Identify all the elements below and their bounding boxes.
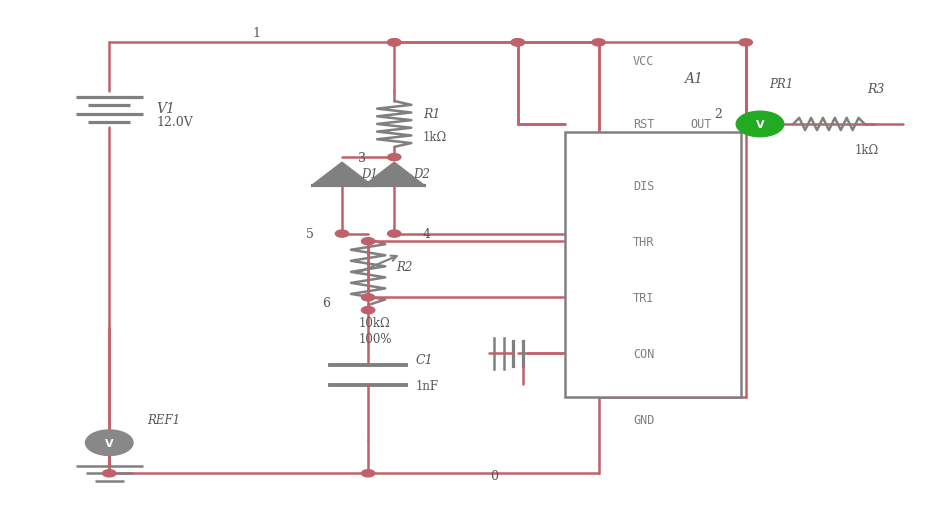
Text: 12.0V: 12.0V <box>157 116 194 129</box>
Text: C1: C1 <box>415 354 433 366</box>
Circle shape <box>736 112 784 137</box>
Circle shape <box>361 470 374 477</box>
Text: 6: 6 <box>322 296 331 309</box>
Text: REF1: REF1 <box>147 413 180 427</box>
Circle shape <box>388 40 401 47</box>
Text: DIS: DIS <box>633 179 655 192</box>
Text: 0: 0 <box>490 469 498 483</box>
Text: 100%: 100% <box>358 332 392 345</box>
Text: THR: THR <box>633 235 655 248</box>
Text: R3: R3 <box>867 82 884 96</box>
Text: RST: RST <box>633 118 655 131</box>
Text: R1: R1 <box>423 108 440 121</box>
Text: R2: R2 <box>397 261 413 274</box>
Text: 2: 2 <box>714 108 722 121</box>
Circle shape <box>103 470 116 477</box>
Polygon shape <box>312 163 371 186</box>
Circle shape <box>388 154 401 161</box>
Text: 10kΩ: 10kΩ <box>358 317 390 330</box>
Circle shape <box>361 238 374 245</box>
Circle shape <box>388 40 401 47</box>
Text: 5: 5 <box>306 228 314 241</box>
Text: GND: GND <box>633 413 655 427</box>
Circle shape <box>361 294 374 301</box>
Text: 3: 3 <box>358 151 366 164</box>
Text: TRI: TRI <box>633 291 655 304</box>
Text: 1: 1 <box>253 26 260 40</box>
Text: V: V <box>104 438 114 448</box>
Text: PR1: PR1 <box>770 77 794 91</box>
Circle shape <box>388 231 401 238</box>
Circle shape <box>86 430 133 456</box>
Polygon shape <box>364 163 424 186</box>
Text: VCC: VCC <box>633 54 655 68</box>
Circle shape <box>511 40 524 47</box>
Text: 4: 4 <box>423 228 430 241</box>
Text: V: V <box>755 120 765 130</box>
Text: V1: V1 <box>157 102 176 116</box>
Text: 1nF: 1nF <box>415 379 439 392</box>
Text: D1: D1 <box>361 168 378 181</box>
Text: 1kΩ: 1kΩ <box>423 131 447 144</box>
Text: A1: A1 <box>684 72 703 86</box>
Text: CON: CON <box>633 347 655 360</box>
Text: 1kΩ: 1kΩ <box>855 144 879 157</box>
Bar <box>565 132 741 397</box>
Text: OUT: OUT <box>690 118 712 131</box>
Circle shape <box>511 40 524 47</box>
Circle shape <box>739 40 752 47</box>
Circle shape <box>592 40 605 47</box>
Circle shape <box>361 307 374 314</box>
Text: D2: D2 <box>413 168 430 181</box>
Circle shape <box>335 231 349 238</box>
